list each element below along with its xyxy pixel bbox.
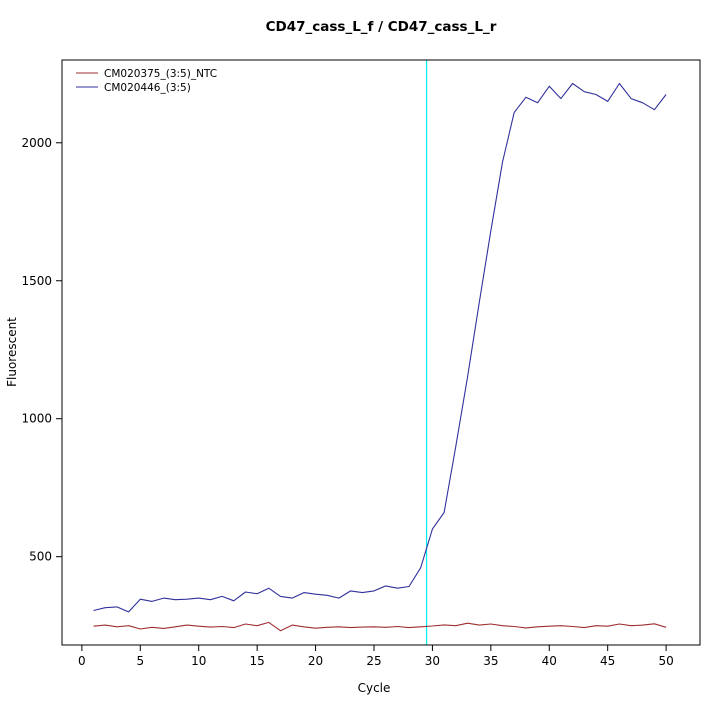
- x-tick-label: 5: [136, 654, 144, 668]
- x-tick-label: 15: [249, 654, 264, 668]
- y-tick-label: 1500: [21, 274, 52, 288]
- y-tick-label: 500: [29, 550, 52, 564]
- plot-border: [61, 59, 701, 646]
- x-tick-label: 45: [600, 654, 615, 668]
- y-tick-label: 2000: [21, 136, 52, 150]
- x-tick-label: 35: [483, 654, 498, 668]
- x-tick-label: 40: [542, 654, 557, 668]
- chart-title: CD47_cass_L_f / CD47_cass_L_r: [266, 19, 497, 35]
- x-tick-label: 50: [658, 654, 673, 668]
- y-axis-label: Fluorescent: [5, 317, 19, 387]
- x-tick-label: 20: [308, 654, 323, 668]
- x-tick-label: 25: [366, 654, 381, 668]
- series-line-sample: [93, 82, 667, 613]
- legend-label-sample: CM020446_(3:5): [104, 82, 191, 94]
- y-tick-label: 1000: [21, 412, 52, 426]
- x-axis-label: Cycle: [358, 681, 391, 695]
- x-tick-label: 10: [191, 654, 206, 668]
- x-tick-label: 30: [425, 654, 440, 668]
- legend: CM020375_(3:5)_NTC CM020446_(3:5): [76, 68, 217, 94]
- legend-label-ntc: CM020375_(3:5)_NTC: [104, 68, 217, 80]
- plot-dynamic-layer: 0 5 10 15 20 25 30 35 40 45 50 500 1000 1500 2000: [21, 59, 701, 668]
- series-line-ntc: [93, 621, 667, 632]
- x-tick-label: 0: [78, 654, 86, 668]
